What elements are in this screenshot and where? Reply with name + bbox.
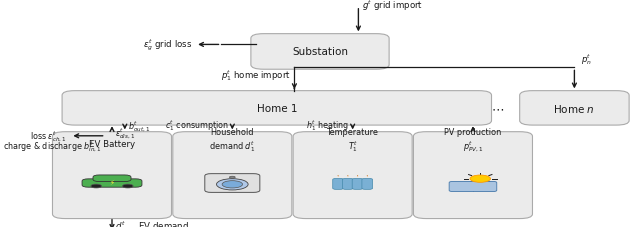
Circle shape	[470, 175, 490, 183]
Text: $\epsilon_{dis,1}^t$: $\epsilon_{dis,1}^t$	[115, 126, 136, 141]
FancyBboxPatch shape	[82, 179, 142, 187]
Text: $b_{out,1}^t$: $b_{out,1}^t$	[128, 119, 150, 134]
FancyBboxPatch shape	[413, 132, 532, 219]
Text: $\epsilon_g^t$ grid loss: $\epsilon_g^t$ grid loss	[143, 37, 192, 53]
FancyBboxPatch shape	[520, 91, 629, 126]
Text: $c_1^t$ consumption: $c_1^t$ consumption	[165, 118, 229, 133]
Text: $p_1^t$ home import: $p_1^t$ home import	[221, 67, 291, 82]
FancyBboxPatch shape	[251, 35, 389, 70]
Text: $h_1^t$ heating: $h_1^t$ heating	[307, 118, 349, 133]
Circle shape	[229, 176, 236, 178]
Text: PV production
$p_{PV,1}^t$: PV production $p_{PV,1}^t$	[444, 128, 502, 153]
FancyBboxPatch shape	[362, 179, 372, 190]
FancyBboxPatch shape	[205, 174, 260, 192]
Circle shape	[222, 181, 243, 188]
Text: $\cdots$: $\cdots$	[492, 102, 504, 115]
FancyBboxPatch shape	[333, 179, 344, 190]
FancyBboxPatch shape	[342, 179, 353, 190]
Text: Household
demand $d_1^t$: Household demand $d_1^t$	[209, 127, 255, 153]
FancyBboxPatch shape	[293, 132, 412, 219]
FancyBboxPatch shape	[62, 91, 492, 126]
Text: $g^t$ grid import: $g^t$ grid import	[362, 0, 423, 13]
Text: EV Battery: EV Battery	[89, 140, 135, 149]
Text: Home $n$: Home $n$	[554, 102, 595, 114]
Circle shape	[216, 179, 248, 190]
Text: charge & discharge $b_{in,1}^t$: charge & discharge $b_{in,1}^t$	[3, 139, 102, 154]
Text: Temperature
$T_1^t$: Temperature $T_1^t$	[326, 127, 379, 153]
FancyBboxPatch shape	[93, 175, 131, 182]
Text: Substation: Substation	[292, 47, 348, 57]
Text: $p_n^t$: $p_n^t$	[581, 52, 592, 67]
Text: Home 1: Home 1	[257, 104, 297, 113]
FancyBboxPatch shape	[449, 182, 497, 192]
Circle shape	[122, 184, 133, 188]
Text: loss $\epsilon_{ch,1}^t$: loss $\epsilon_{ch,1}^t$	[30, 129, 67, 143]
FancyBboxPatch shape	[352, 179, 363, 190]
Circle shape	[91, 184, 102, 188]
Text: ⚡: ⚡	[109, 179, 115, 185]
FancyBboxPatch shape	[52, 132, 172, 219]
Text: $d_{EV,1}^t$ EV demand: $d_{EV,1}^t$ EV demand	[115, 219, 189, 227]
FancyBboxPatch shape	[173, 132, 292, 219]
